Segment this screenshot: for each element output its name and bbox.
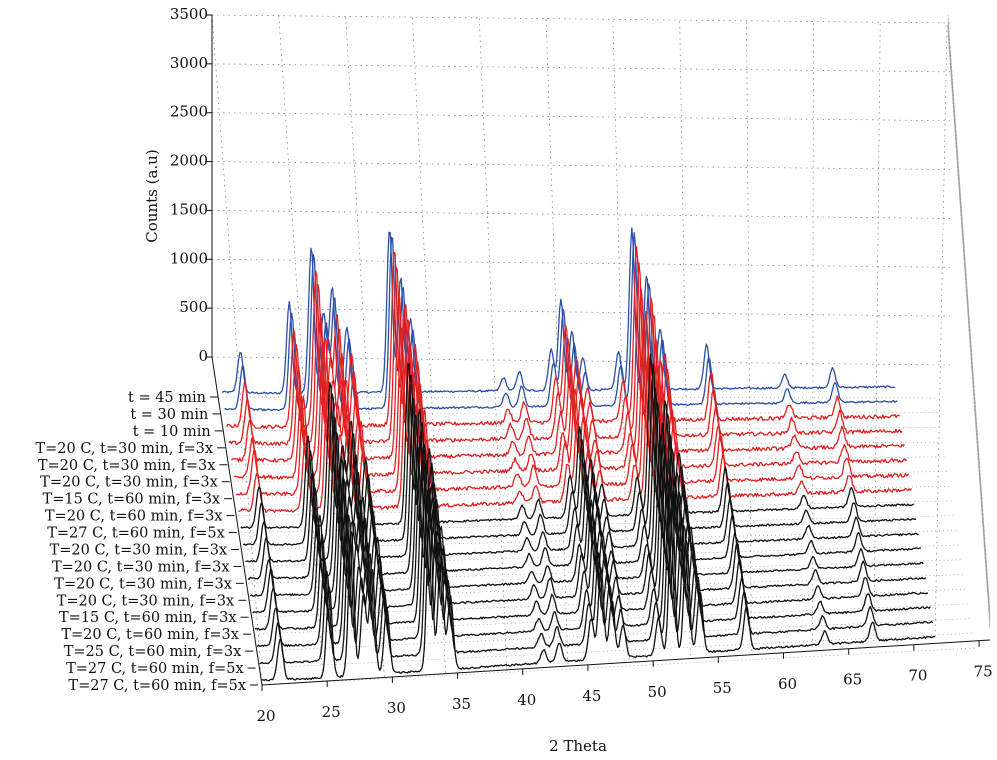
grid-line-row bbox=[226, 427, 940, 432]
series-label: T=20 C, t=30 min, f=3x bbox=[57, 593, 235, 609]
series-label: T=20 C, t=30 min, f=3x bbox=[38, 458, 216, 474]
grid-line-row bbox=[257, 618, 971, 652]
series-line bbox=[238, 350, 913, 514]
x-axis-title: 2 Theta bbox=[549, 737, 607, 755]
x-tick-label: 50 bbox=[648, 683, 667, 701]
grid-line-row bbox=[261, 647, 976, 686]
series-line bbox=[235, 311, 910, 497]
series-label: T=27 C, t=60 min, f=5x bbox=[47, 526, 225, 542]
z-tick-label: 500 bbox=[179, 298, 208, 316]
x-tick-label: 25 bbox=[322, 703, 341, 721]
x-tick-label: 35 bbox=[452, 695, 471, 713]
grid-line-z bbox=[211, 112, 951, 122]
depth-axis-line bbox=[211, 356, 263, 686]
series-line bbox=[259, 479, 934, 665]
x-tick-label: 45 bbox=[582, 687, 601, 705]
series-line bbox=[224, 232, 898, 412]
x-tick-label: 40 bbox=[517, 691, 536, 709]
x-tick-label: 30 bbox=[387, 699, 406, 717]
series-label: T=20 C, t=30 min, f=3x bbox=[40, 475, 218, 491]
x-tick-label: 75 bbox=[974, 663, 993, 681]
grid-line-x bbox=[612, 20, 630, 661]
series-line bbox=[249, 433, 924, 597]
series-line bbox=[230, 288, 905, 463]
series-line bbox=[261, 492, 936, 682]
grid-line-x bbox=[478, 18, 508, 669]
series-line bbox=[240, 353, 915, 530]
x-tick-label: 70 bbox=[908, 667, 927, 685]
grid-line-row bbox=[236, 485, 950, 499]
series-label: T=20 C, t=30 min, f=3x bbox=[35, 441, 213, 457]
grid-line-row bbox=[240, 515, 954, 533]
grid-layer bbox=[211, 14, 991, 686]
series-label: t = 10 min bbox=[133, 424, 211, 440]
grid-line-z bbox=[211, 210, 951, 219]
series-label: T=27 C, t=60 min, f=5x bbox=[66, 661, 244, 677]
series-label: t = 45 min bbox=[128, 390, 206, 406]
z-tick-label: 1000 bbox=[170, 249, 208, 267]
z-tick-label: 3000 bbox=[170, 54, 208, 72]
series-label: T=15 C, t=60 min, f=3x bbox=[43, 492, 221, 508]
series-label: T=20 C, t=30 min, f=3x bbox=[52, 559, 230, 575]
grid-line-x bbox=[211, 14, 263, 686]
grid-line-x bbox=[278, 15, 324, 681]
x-tick-label: 65 bbox=[843, 671, 862, 689]
x-tick-label: 55 bbox=[713, 679, 732, 697]
series-label: T=20 C, t=30 min, f=3x bbox=[50, 542, 228, 558]
grid-line-row bbox=[252, 588, 966, 618]
z-tick-label: 1500 bbox=[170, 200, 208, 218]
grid-line-row bbox=[233, 471, 947, 483]
z-tick-label: 2000 bbox=[170, 152, 208, 170]
series-label: T=15 C, t=60 min, f=3x bbox=[59, 610, 237, 626]
grid-line-z bbox=[211, 258, 951, 268]
grid-line-row bbox=[254, 603, 968, 635]
x-tick-label: 60 bbox=[778, 675, 797, 693]
series-layer bbox=[221, 227, 936, 682]
grid-line-row bbox=[224, 412, 938, 415]
series-label: T=20 C, t=60 min, f=3x bbox=[45, 509, 223, 525]
series-line bbox=[247, 402, 921, 580]
grid-line-x bbox=[934, 24, 948, 641]
series-line bbox=[256, 472, 931, 648]
series-label: T=25 C, t=60 min, f=3x bbox=[64, 644, 242, 660]
z-tick-label: 0 bbox=[198, 347, 208, 365]
grid-line-row bbox=[231, 456, 945, 466]
x-tick-label: 20 bbox=[256, 707, 275, 725]
series-label: T=20 C, t=30 min, f=3x bbox=[54, 576, 232, 592]
grid-line-row bbox=[238, 500, 952, 516]
grid-line-row bbox=[247, 559, 961, 584]
axes-layer: 0 500 1000 1500 2000 2500 3000 3500 20 25 30 35 40 45… bbox=[170, 5, 993, 725]
grid-line-z bbox=[211, 307, 951, 317]
grid-line-row bbox=[245, 544, 959, 567]
grid-line-x bbox=[746, 22, 752, 653]
z-tick-label: 3500 bbox=[170, 5, 208, 23]
grid-line-x bbox=[812, 23, 814, 649]
z-tick-label: 2500 bbox=[170, 103, 208, 121]
series-label: t = 30 min bbox=[130, 407, 208, 423]
series-line bbox=[245, 387, 919, 563]
grid-line-row bbox=[243, 530, 957, 550]
z-axis-title: Counts (a.u) bbox=[143, 149, 161, 242]
series-line bbox=[226, 246, 901, 430]
grid-line-z bbox=[211, 63, 951, 73]
grid-line-row bbox=[229, 441, 943, 449]
x-axis-line bbox=[261, 639, 991, 686]
grid-line-row bbox=[221, 396, 936, 399]
grid-line-row bbox=[259, 632, 973, 669]
series-line bbox=[233, 322, 908, 480]
series-line bbox=[252, 422, 927, 614]
grid-line-row bbox=[250, 574, 964, 601]
series-label: T=20 C, t=60 min, f=3x bbox=[61, 627, 239, 643]
series-line bbox=[221, 227, 896, 395]
grid-line-z bbox=[211, 161, 951, 170]
grid-line-z bbox=[211, 14, 951, 24]
series-label: T=27 C, t=60 min, f=5x bbox=[68, 678, 246, 694]
